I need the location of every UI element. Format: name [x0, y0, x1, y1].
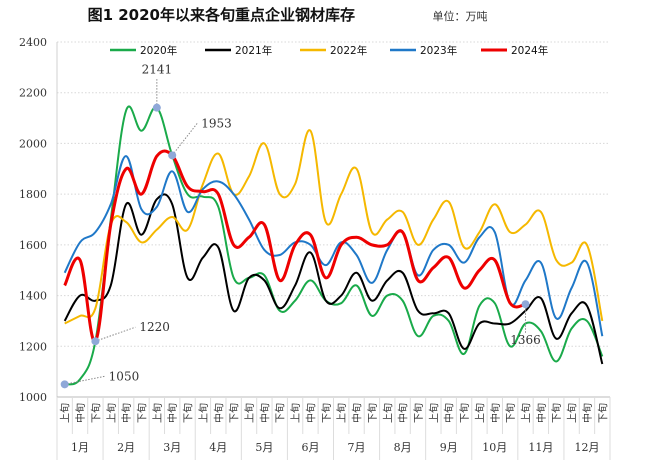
- month-label: 12月: [574, 441, 599, 454]
- x-tick-label: 上旬: [427, 403, 440, 423]
- data-label: 1220: [139, 320, 170, 334]
- x-tick-label: 下旬: [504, 403, 517, 423]
- annotation-marker: [91, 337, 100, 346]
- y-tick-label: 1000: [19, 391, 47, 404]
- month-label: 1月: [71, 441, 89, 454]
- month-label: 8月: [394, 441, 412, 454]
- x-tick-label: 上旬: [473, 403, 486, 423]
- legend-label: 2023年: [420, 44, 457, 57]
- data-label: 2141: [142, 63, 173, 77]
- x-tick-label: 下旬: [89, 403, 102, 423]
- unit-label: 单位：万吨: [433, 9, 488, 23]
- month-label: 4月: [209, 441, 227, 454]
- y-tick-label: 1800: [19, 188, 47, 201]
- series-line-2023: [63, 155, 604, 337]
- x-tick-label: 下旬: [274, 403, 287, 423]
- series-line-2022: [64, 129, 604, 325]
- x-tick-label: 下旬: [228, 403, 241, 423]
- x-tick-label: 中旬: [120, 403, 133, 423]
- legend-label: 2024年: [511, 44, 548, 57]
- x-tick-label: 中旬: [212, 403, 225, 423]
- x-tick-label: 中旬: [489, 403, 502, 423]
- y-tick-label: 1600: [19, 239, 47, 252]
- annotation-leader: [64, 375, 105, 385]
- x-tick-label: 下旬: [135, 403, 148, 423]
- y-tick-label: 2000: [19, 137, 47, 150]
- y-tick-label: 1200: [19, 340, 47, 353]
- month-label: 2月: [117, 441, 135, 454]
- x-tick-label: 中旬: [443, 403, 456, 423]
- x-tick-label: 中旬: [304, 403, 317, 423]
- annotation-leader: [95, 326, 136, 342]
- month-label: 7月: [348, 441, 366, 454]
- month-label: 3月: [163, 441, 181, 454]
- x-tick-label: 中旬: [74, 403, 87, 423]
- legend-label: 2020年: [140, 44, 177, 57]
- month-label: 11月: [528, 441, 553, 454]
- x-tick-label: 下旬: [596, 403, 609, 423]
- y-tick-label: 1400: [19, 290, 47, 303]
- annotation-marker: [521, 300, 530, 309]
- x-tick-label: 上旬: [381, 403, 394, 423]
- x-tick-label: 中旬: [258, 403, 271, 423]
- x-tick-label: 下旬: [366, 403, 379, 423]
- legend-label: 2021年: [235, 44, 272, 57]
- x-tick-label: 下旬: [458, 403, 471, 423]
- x-tick-label: 上旬: [335, 403, 348, 423]
- x-tick-label: 下旬: [412, 403, 425, 423]
- annotation-marker: [60, 380, 69, 389]
- y-tick-label: 2200: [19, 87, 47, 100]
- chart-title: 图1 2020年以来各旬重点企业钢材库存: [88, 6, 355, 24]
- series-line-2024: [63, 149, 526, 343]
- month-label: 6月: [301, 441, 319, 454]
- data-label: 1366: [510, 333, 541, 347]
- annotation-leader: [171, 123, 198, 156]
- x-tick-label: 中旬: [166, 403, 179, 423]
- x-tick-label: 下旬: [550, 403, 563, 423]
- x-tick-label: 上旬: [59, 403, 72, 423]
- series-line-2021: [63, 193, 604, 365]
- x-tick-label: 下旬: [320, 403, 333, 423]
- x-tick-label: 中旬: [351, 403, 364, 423]
- annotation-marker: [168, 151, 177, 160]
- data-label: 1953: [201, 116, 232, 130]
- annotation-marker: [152, 103, 161, 112]
- x-tick-label: 下旬: [182, 403, 195, 423]
- legend-label: 2022年: [330, 44, 367, 57]
- x-tick-label: 上旬: [151, 403, 164, 423]
- y-tick-label: 2400: [19, 36, 47, 49]
- x-tick-label: 中旬: [397, 403, 410, 423]
- x-tick-label: 上旬: [520, 403, 533, 423]
- month-label: 5月: [255, 441, 273, 454]
- month-label: 9月: [440, 441, 458, 454]
- x-tick-label: 上旬: [289, 403, 302, 423]
- x-tick-label: 上旬: [566, 403, 579, 423]
- x-tick-label: 上旬: [105, 403, 118, 423]
- data-label: 1050: [109, 369, 140, 383]
- x-tick-label: 中旬: [535, 403, 548, 423]
- month-label: 10月: [482, 441, 507, 454]
- x-tick-label: 上旬: [197, 403, 210, 423]
- x-tick-label: 上旬: [243, 403, 256, 423]
- x-tick-label: 中旬: [581, 403, 594, 423]
